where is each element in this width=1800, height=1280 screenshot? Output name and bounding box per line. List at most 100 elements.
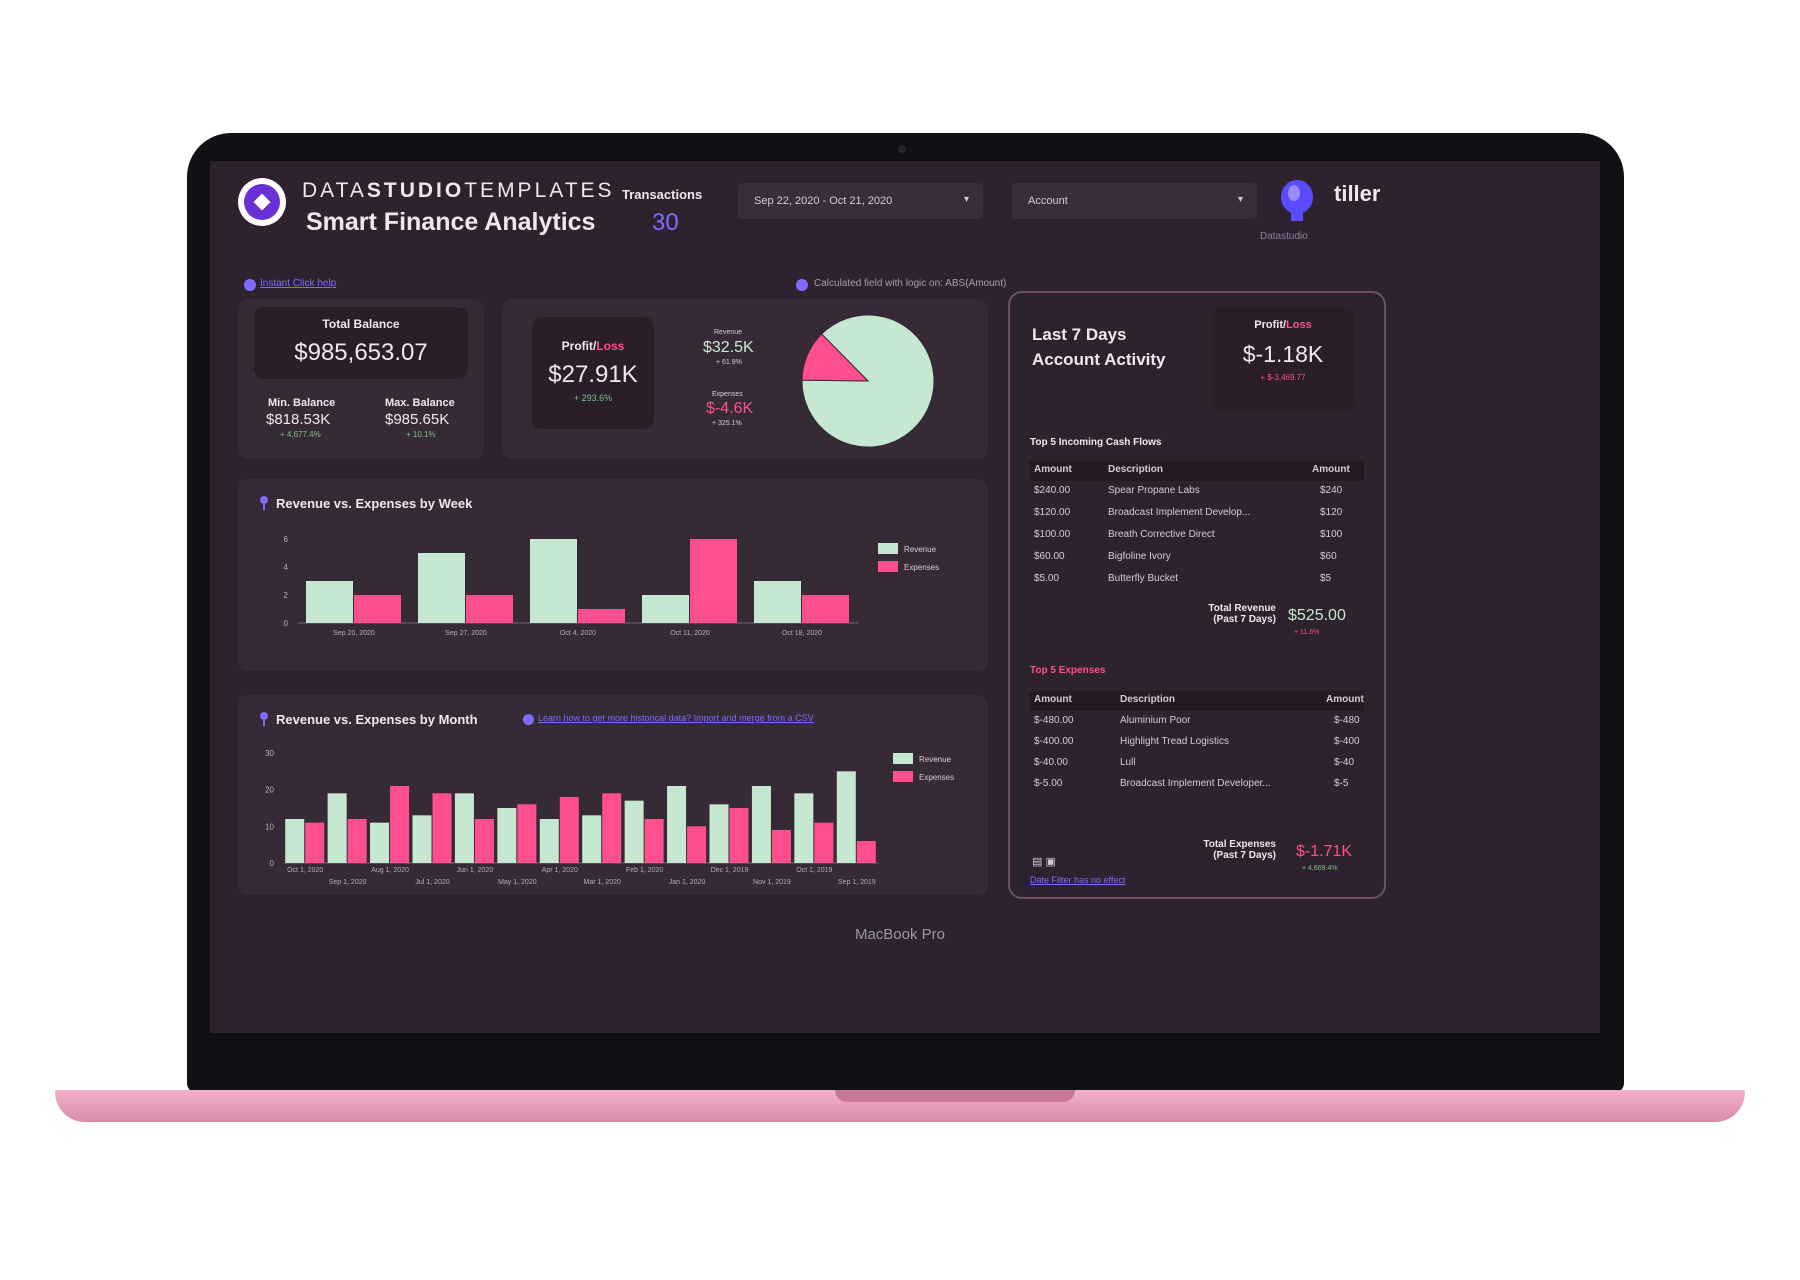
bar-revenue bbox=[306, 581, 353, 623]
bar-expenses bbox=[354, 595, 401, 623]
legend-label: Revenue bbox=[919, 755, 952, 764]
x-tick-label: Sep 20, 2020 bbox=[333, 630, 375, 637]
bar-expenses bbox=[856, 841, 876, 863]
column-header: Description bbox=[1108, 464, 1164, 475]
info-icon bbox=[523, 714, 534, 725]
expenses-label: Expenses bbox=[712, 391, 743, 398]
partner-brand: tiller bbox=[1334, 181, 1381, 206]
legend-swatch bbox=[878, 561, 898, 572]
bar-expenses bbox=[690, 539, 737, 623]
table-row[interactable]: $-480.00 Aluminium Poor $-480 bbox=[1034, 715, 1360, 726]
y-tick-label: 30 bbox=[265, 749, 274, 758]
last7-profit-card: Profit/Loss $-1.18K + $-3,469.77 bbox=[1212, 307, 1354, 411]
min-balance-value: $818.53K bbox=[266, 411, 331, 428]
last7-pl-value: $-1.18K bbox=[1242, 341, 1324, 367]
bar-expenses bbox=[578, 609, 625, 623]
date-range-value: Sep 22, 2020 - Oct 21, 2020 bbox=[754, 195, 893, 207]
chevron-down-icon: ▾ bbox=[1238, 194, 1244, 205]
y-tick-label: 4 bbox=[284, 563, 289, 572]
pin-icon bbox=[260, 496, 268, 510]
laptop-lid: DATASTUDIOTEMPLATES Smart Finance Analyt… bbox=[187, 133, 1624, 1093]
revenue-value: $32.5K bbox=[703, 339, 754, 356]
x-tick-label: Oct 4, 2020 bbox=[560, 630, 596, 637]
bar-expenses bbox=[432, 793, 452, 863]
bar-expenses bbox=[517, 804, 537, 863]
x-tick-label: Jan 1, 2020 bbox=[669, 879, 706, 886]
bar-expenses bbox=[687, 826, 707, 863]
expenses-title: Top 5 Expenses bbox=[1030, 665, 1106, 676]
x-tick-label: Sep 1, 2020 bbox=[329, 879, 367, 886]
total-revenue-change: + 11.6% bbox=[1294, 629, 1320, 636]
x-tick-label: Sep 1, 2019 bbox=[838, 879, 876, 886]
x-tick-label: Dec 1, 2019 bbox=[711, 867, 749, 874]
table-header: Amount Description Amount bbox=[1030, 691, 1364, 711]
total-expenses-change: + 4,669.4% bbox=[1302, 865, 1338, 872]
date-filter-note[interactable]: Date Filter has no effect bbox=[1030, 875, 1126, 885]
info-icon bbox=[244, 279, 256, 291]
account-placeholder: Account bbox=[1028, 195, 1068, 207]
partner-sub-label: Datastudio bbox=[1260, 231, 1308, 242]
camera bbox=[898, 145, 906, 153]
table-row[interactable]: $5.00 Butterfly Bucket $5 bbox=[1034, 573, 1332, 584]
table-row[interactable]: $-40.00 Lull $-40 bbox=[1034, 757, 1355, 768]
calculated-field-note: Calculated field with logic on: ABS(Amou… bbox=[814, 278, 1007, 289]
instant-click-help-link[interactable]: Instant Click help bbox=[260, 278, 337, 289]
table-row[interactable]: $60.00 Bigfoline Ivory $60 bbox=[1034, 551, 1337, 562]
table-row[interactable]: $120.00 Broadcast Implement Develop... $12… bbox=[1034, 507, 1343, 518]
legend-swatch bbox=[893, 771, 913, 782]
bar-revenue bbox=[642, 595, 689, 623]
profit-loss-card: Profit/Loss $27.91K + 293.6% bbox=[532, 317, 654, 429]
device-label: MacBook Pro bbox=[854, 926, 946, 943]
account-selector[interactable]: Account ▾ bbox=[1012, 183, 1257, 219]
table-row[interactable]: $-400.00 Highlight Tread Logistics $-400 bbox=[1034, 736, 1360, 747]
x-tick-label: Sep 27, 2020 bbox=[445, 630, 487, 637]
learn-more-link[interactable]: Learn how to get more historical data? I… bbox=[538, 713, 814, 723]
y-tick-label: 2 bbox=[284, 591, 289, 600]
bar-revenue bbox=[412, 815, 432, 863]
bar-expenses bbox=[559, 797, 579, 863]
bar-expenses bbox=[347, 819, 367, 863]
legend-swatch bbox=[893, 753, 913, 764]
transactions-value: 30 bbox=[652, 209, 679, 236]
total-balance-label: Total Balance bbox=[322, 317, 400, 331]
chevron-down-icon: ▾ bbox=[964, 194, 970, 205]
table-row[interactable]: $-5.00 Broadcast Implement Developer... $-… bbox=[1034, 778, 1349, 789]
profit-loss-change: + 293.6% bbox=[573, 393, 613, 403]
bar-revenue bbox=[836, 771, 856, 863]
x-tick-label: Feb 1, 2020 bbox=[626, 867, 663, 874]
bar-expenses bbox=[602, 793, 622, 863]
x-tick-label: Jul 1, 2020 bbox=[415, 879, 449, 886]
bar-revenue bbox=[582, 815, 602, 863]
bar-revenue bbox=[497, 808, 517, 863]
bar-revenue bbox=[285, 819, 305, 863]
min-balance-change: + 4,677.4% bbox=[280, 430, 321, 439]
x-tick-label: Apr 1, 2020 bbox=[542, 867, 578, 874]
bar-expenses bbox=[814, 822, 834, 863]
date-range-selector[interactable]: Sep 22, 2020 - Oct 21, 2020 ▾ bbox=[738, 183, 983, 219]
table-row[interactable]: $240.00 Spear Propane Labs $240 bbox=[1034, 485, 1343, 496]
x-tick-label: Nov 1, 2019 bbox=[753, 879, 791, 886]
revenue-expenses-pie-chart bbox=[801, 314, 935, 448]
legend-swatch bbox=[878, 543, 898, 554]
max-balance-value: $985.65K bbox=[385, 411, 450, 428]
lightbulb-icon bbox=[1281, 180, 1313, 221]
bar-expenses bbox=[802, 595, 849, 623]
bar-revenue bbox=[667, 786, 687, 863]
column-header: Amount bbox=[1034, 464, 1072, 475]
incoming-table: Amount Description Amount $240.00 Spear P… bbox=[1030, 461, 1364, 591]
dashboard-screen: DATASTUDIOTEMPLATES Smart Finance Analyt… bbox=[210, 161, 1600, 1033]
bar-expenses bbox=[390, 786, 410, 863]
total-revenue-label: Total Revenue (Past 7 Days) bbox=[1208, 603, 1276, 625]
total-expenses-value: $-1.71K bbox=[1296, 843, 1353, 860]
total-balance-card: Total Balance $985,653.07 bbox=[254, 307, 468, 379]
column-header: Description bbox=[1120, 694, 1176, 705]
x-tick-label: Jun 1, 2020 bbox=[457, 867, 494, 874]
last7-title-line1: Last 7 Days bbox=[1032, 325, 1127, 344]
column-header: Amount bbox=[1034, 694, 1072, 705]
pin-icon bbox=[260, 712, 268, 726]
y-tick-label: 10 bbox=[265, 822, 274, 831]
y-tick-label: 20 bbox=[265, 786, 274, 795]
total-revenue-value: $525.00 bbox=[1288, 607, 1346, 624]
total-expenses-label: Total Expenses (Past 7 Days) bbox=[1203, 839, 1276, 861]
table-row[interactable]: $100.00 Breath Corrective Direct $100 bbox=[1034, 529, 1343, 540]
